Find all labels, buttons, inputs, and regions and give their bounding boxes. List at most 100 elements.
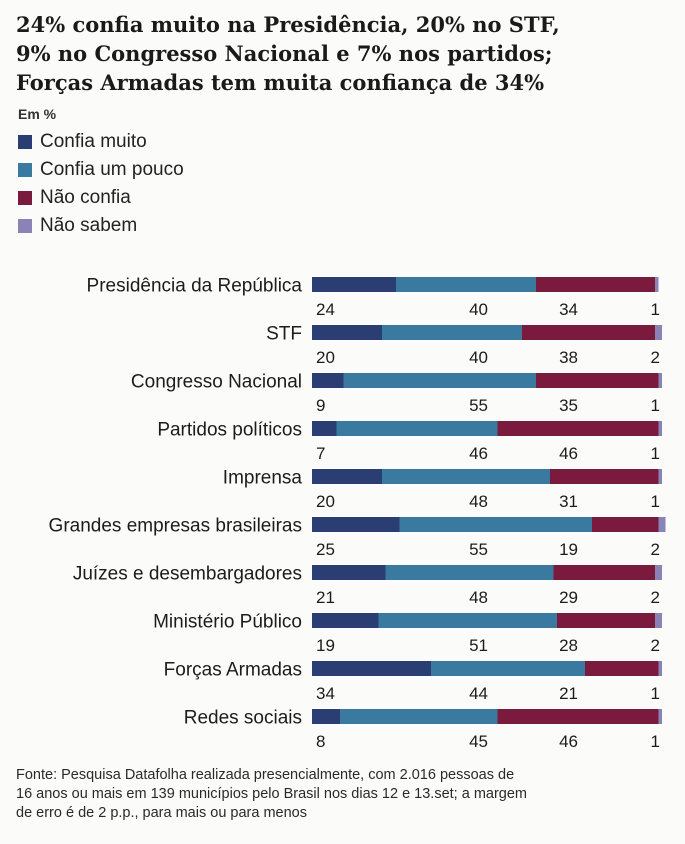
footnote-line: de erro é de 2 p.p., para mais ou para m… (16, 805, 307, 821)
bar-segment (557, 613, 655, 628)
bar-segment (658, 661, 662, 676)
data-label: 29 (559, 588, 578, 607)
bar-segment (658, 373, 662, 388)
bar-segment (312, 277, 396, 292)
data-label: 9 (316, 396, 325, 415)
chart-legend: Confia muito Confia um pouco Não confia Não… (18, 128, 184, 240)
bar-segment (382, 325, 522, 340)
category-label: Congresso Nacional (131, 372, 302, 393)
legend-label: Confia um pouco (40, 159, 184, 180)
bar-segment (585, 661, 659, 676)
bar-segment (553, 565, 655, 580)
bar-segment (382, 469, 550, 484)
bar-segment (658, 709, 662, 724)
unit-label: Em % (18, 106, 57, 122)
category-label: Ministério Público (153, 612, 302, 633)
bar-segment (312, 709, 340, 724)
bar-segment (396, 277, 536, 292)
bar-segment (497, 421, 659, 436)
category-label: Redes sociais (184, 708, 302, 729)
data-label: 38 (559, 348, 578, 367)
legend-item: Confia muito (18, 128, 184, 156)
title-line: 9% no Congresso Nacional e 7% nos partid… (16, 41, 553, 66)
data-label: 34 (316, 684, 335, 703)
bar-segment (431, 661, 585, 676)
data-label: 1 (651, 444, 660, 463)
bar-segment (550, 469, 659, 484)
category-label: Juízes e desembargadores (73, 564, 302, 585)
data-label: 55 (469, 396, 488, 415)
category-label: Partidos políticos (157, 420, 302, 441)
data-label: 2 (651, 348, 660, 367)
legend-item: Não confia (18, 184, 184, 212)
bar-segment (312, 661, 431, 676)
bar-segment (312, 613, 379, 628)
data-label: 40 (469, 300, 488, 319)
bar-segment (658, 517, 666, 532)
bar-segment (312, 325, 382, 340)
data-label: 19 (559, 540, 578, 559)
data-label: 28 (559, 636, 578, 655)
bar-segment (658, 469, 662, 484)
bar-segment (343, 373, 536, 388)
bar-segment (655, 613, 662, 628)
bar-segment (378, 613, 557, 628)
category-label: Imprensa (223, 468, 303, 489)
data-label: 8 (316, 732, 325, 751)
category-label: Presidência da República (87, 276, 303, 297)
stacked-bar-chart: Presidência da República 24 40 34 1 STF 20 40 38… (49, 276, 666, 751)
data-label: 1 (651, 396, 660, 415)
data-label: 51 (469, 636, 488, 655)
data-label: 21 (559, 684, 578, 703)
data-label: 31 (559, 492, 578, 511)
bar-segment (340, 709, 498, 724)
category-label: Forças Armadas (164, 660, 302, 681)
category-label: Grandes empresas brasileiras (49, 516, 302, 537)
legend-label: Confia muito (40, 131, 147, 152)
legend-swatch (18, 219, 32, 233)
bar-segment (536, 277, 655, 292)
footnote-line: 16 anos ou mais em 139 municípios pelo B… (16, 786, 527, 802)
legend-swatch (18, 135, 32, 149)
bar-segment (336, 421, 498, 436)
data-label: 44 (469, 684, 488, 703)
data-label: 20 (316, 492, 335, 511)
bar-segment (655, 325, 662, 340)
title-line: 24% confia muito na Presidência, 20% no … (16, 12, 560, 37)
legend-item: Confia um pouco (18, 156, 184, 184)
data-label: 1 (651, 732, 660, 751)
data-label: 55 (469, 540, 488, 559)
footnote: Fonte: Pesquisa Datafolha realizada pres… (16, 766, 676, 823)
data-label: 35 (559, 396, 578, 415)
footnote-line: Fonte: Pesquisa Datafolha realizada pres… (16, 767, 515, 783)
bar-segment (312, 373, 344, 388)
data-label: 7 (316, 444, 325, 463)
bar-segment (655, 565, 662, 580)
legend-item: Não sabem (18, 212, 184, 240)
data-label: 46 (559, 444, 578, 463)
bar-segment (522, 325, 655, 340)
bar-segment (399, 517, 592, 532)
legend-swatch (18, 191, 32, 205)
data-label: 45 (469, 732, 488, 751)
data-label: 1 (651, 300, 660, 319)
bar-segment (312, 565, 386, 580)
data-label: 48 (469, 588, 488, 607)
data-label: 40 (469, 348, 488, 367)
bar-segment (658, 421, 662, 436)
data-label: 46 (559, 732, 578, 751)
bar-segment (536, 373, 659, 388)
legend-label: Não sabem (40, 215, 138, 236)
chart-title: 24% confia muito na Presidência, 20% no … (16, 10, 676, 97)
data-label: 48 (469, 492, 488, 511)
legend-swatch (18, 163, 32, 177)
data-label: 24 (316, 300, 335, 319)
data-label: 19 (316, 636, 335, 655)
bar-segment (497, 709, 659, 724)
data-label: 1 (651, 684, 660, 703)
bar-segment (312, 517, 400, 532)
data-label: 1 (651, 492, 660, 511)
bar-segment (312, 421, 337, 436)
data-label: 25 (316, 540, 335, 559)
